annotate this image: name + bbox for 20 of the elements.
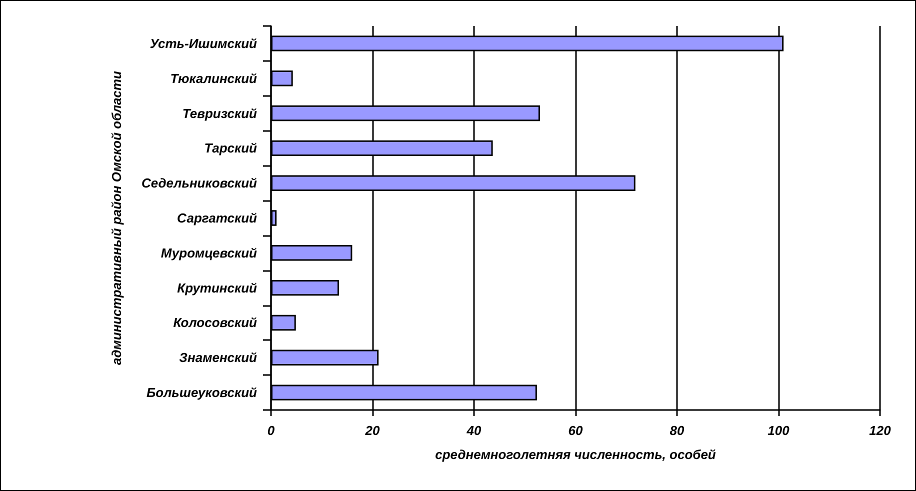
y-tick-label: Саргатский — [177, 210, 258, 226]
y-axis-title: административный район Омской области — [109, 70, 124, 366]
y-tick-label: Тевризский — [182, 106, 258, 121]
x-tick-label: 20 — [364, 423, 380, 438]
y-tick-label: Тюкалинский — [170, 70, 258, 86]
x-tick-label: 40 — [466, 423, 482, 438]
y-tick-label: Тарский — [204, 140, 258, 156]
y-tick-label: Знаменский — [179, 350, 258, 366]
y-tick-label: Большеуковский — [146, 385, 258, 400]
x-axis-title: среднемноголетняя численность, особей — [435, 447, 716, 462]
x-tick-label: 120 — [869, 423, 892, 438]
x-tick-label: 80 — [670, 423, 685, 438]
x-tick-label: 60 — [568, 423, 584, 438]
x-tick-label: 0 — [267, 423, 276, 438]
y-tick-label: Усть-Ишимский — [150, 36, 258, 51]
y-tick-label: Муромцевский — [160, 245, 258, 260]
y-tick-label: Колосовский — [173, 315, 258, 330]
x-tick-label: 100 — [768, 423, 790, 438]
y-tick-label: Крутинский — [177, 280, 258, 296]
y-tick-label: Седельниковский — [141, 176, 258, 191]
